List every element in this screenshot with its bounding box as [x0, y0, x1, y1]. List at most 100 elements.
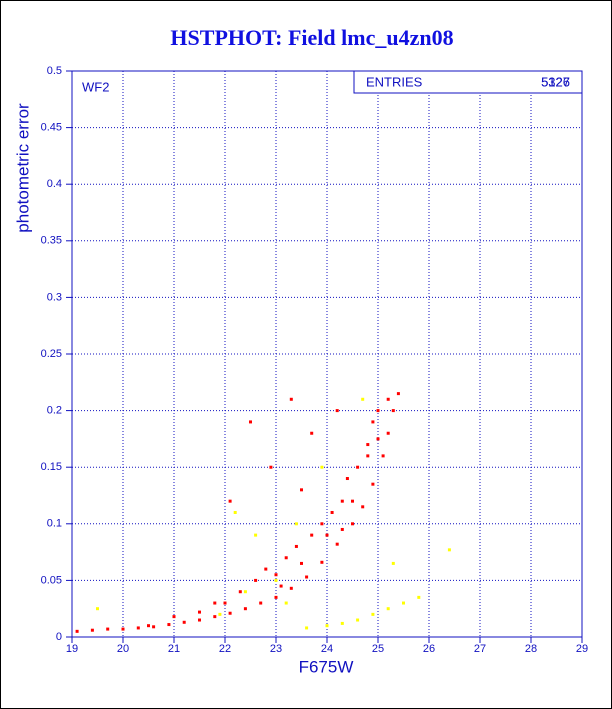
x-tick-label: 26: [423, 643, 435, 655]
point: [274, 578, 278, 582]
y-tick-label: 0.2: [47, 405, 62, 417]
point: [167, 623, 171, 627]
point: [213, 601, 217, 605]
x-tick-label: 29: [576, 643, 588, 655]
point: [254, 578, 258, 582]
point: [223, 601, 227, 605]
point: [396, 392, 400, 396]
x-tick-label: 24: [321, 643, 333, 655]
point: [325, 533, 329, 537]
stats-value: 5326: [541, 74, 570, 89]
point: [182, 620, 186, 624]
point: [356, 618, 360, 622]
point: [361, 505, 365, 509]
y-tick-label: 0.35: [41, 235, 62, 247]
point: [294, 544, 298, 548]
chart-title: HSTPHOT: Field lmc_u4zn08: [170, 25, 453, 50]
point: [330, 510, 334, 514]
x-tick-label: 25: [372, 643, 384, 655]
point: [391, 409, 395, 413]
point: [213, 615, 217, 619]
point: [233, 510, 237, 514]
point: [289, 586, 293, 590]
x-tick-label: 20: [117, 643, 129, 655]
point: [198, 610, 201, 614]
point: [218, 612, 222, 616]
y-tick-label: 0.45: [41, 122, 62, 134]
point: [259, 601, 263, 605]
point: [310, 533, 314, 537]
x-tick-label: 21: [168, 643, 180, 655]
point: [371, 420, 375, 424]
point: [386, 431, 390, 435]
point: [361, 397, 365, 401]
stats-box: [353, 70, 583, 94]
point: [325, 624, 329, 628]
point: [340, 621, 344, 625]
point: [366, 454, 370, 458]
point: [305, 626, 309, 630]
y-axis-label: photometric error: [13, 103, 32, 233]
x-tick-label: 28: [525, 643, 537, 655]
x-tick-label: 23: [270, 643, 282, 655]
point: [274, 595, 278, 599]
point: [340, 527, 344, 531]
y-tick-label: 0.4: [47, 178, 62, 190]
panel-label: WF2: [82, 79, 109, 94]
point: [402, 601, 405, 605]
point: [284, 601, 288, 605]
point: [269, 465, 273, 469]
point: [294, 522, 298, 526]
y-tick-label: 0.15: [41, 461, 62, 473]
point: [136, 626, 140, 630]
point: [335, 409, 339, 413]
point: [96, 607, 99, 611]
point: [274, 573, 278, 577]
point: [289, 397, 293, 401]
point: [356, 465, 360, 469]
point: [152, 625, 156, 629]
point: [417, 595, 421, 599]
point: [243, 607, 247, 611]
point: [228, 499, 232, 503]
point: [121, 627, 125, 631]
point: [320, 465, 324, 469]
point: [106, 627, 110, 631]
point: [249, 420, 252, 424]
y-tick-label: 0: [56, 631, 62, 643]
point: [340, 499, 344, 503]
point: [386, 607, 390, 611]
point: [279, 584, 283, 588]
point: [243, 590, 247, 594]
point: [90, 628, 94, 632]
point: [300, 488, 303, 492]
point: [391, 561, 395, 565]
stats-label: ENTRIES: [366, 74, 423, 89]
point: [254, 533, 258, 537]
point: [371, 612, 375, 616]
point: [147, 624, 150, 628]
point: [305, 575, 309, 579]
point: [300, 561, 303, 565]
y-tick-label: 0.3: [47, 291, 62, 303]
x-tick-label: 27: [474, 643, 486, 655]
point: [320, 560, 324, 564]
point: [381, 454, 385, 458]
x-axis-label: F675W: [299, 657, 354, 676]
point: [310, 431, 314, 435]
x-tick-label: 19: [66, 643, 78, 655]
point: [238, 590, 242, 594]
y-tick-label: 0.5: [47, 65, 62, 77]
point: [371, 482, 375, 486]
point: [172, 615, 176, 619]
y-tick-label: 0.25: [41, 348, 62, 360]
x-tick-label: 22: [219, 643, 231, 655]
point: [228, 611, 232, 615]
point: [264, 567, 268, 571]
point: [345, 477, 349, 481]
point: [366, 443, 370, 447]
point: [386, 397, 390, 401]
point: [351, 522, 354, 526]
point: [335, 542, 339, 546]
